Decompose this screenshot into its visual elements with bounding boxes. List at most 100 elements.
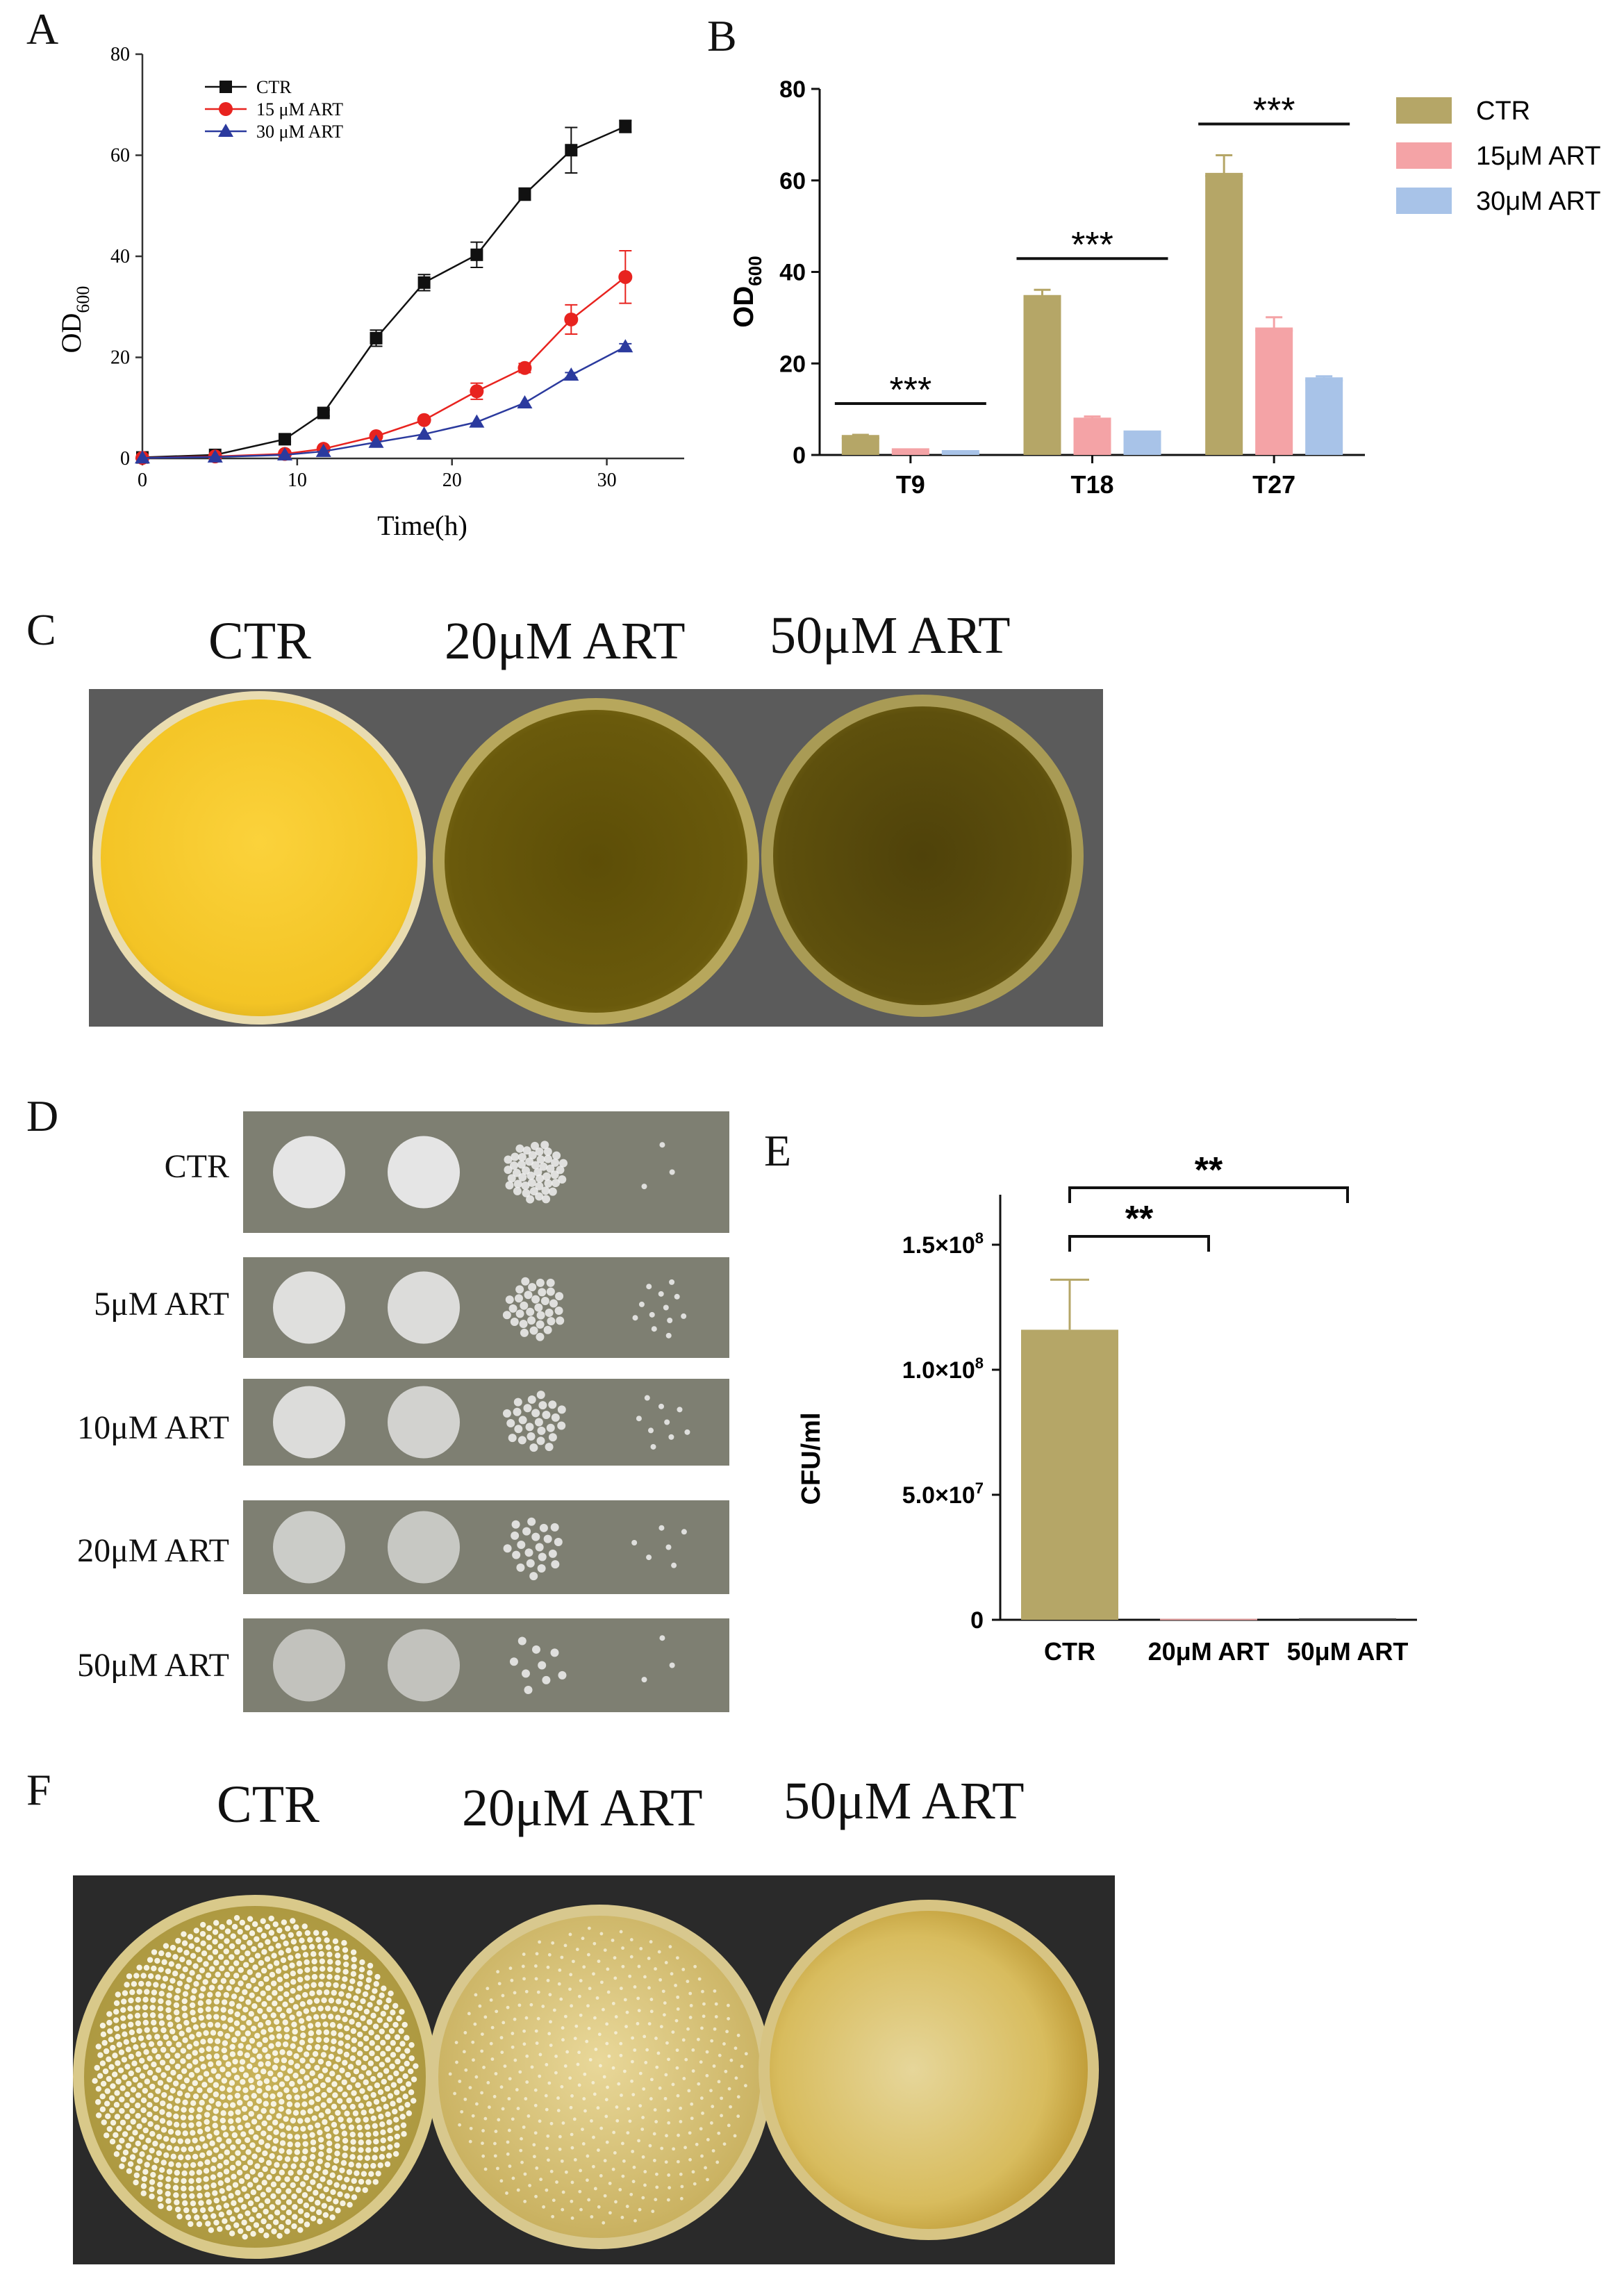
spot-colony-dot xyxy=(558,1159,567,1168)
colony-dot xyxy=(736,2095,740,2099)
colony-dot xyxy=(174,2199,180,2205)
colony-dot xyxy=(119,2107,125,2114)
colony-dot xyxy=(329,2022,336,2028)
colony-dot xyxy=(520,2160,524,2164)
colony-dot xyxy=(181,2068,188,2074)
colony-dot xyxy=(647,1986,651,1990)
colony-dot xyxy=(277,1995,283,2002)
colony-dot xyxy=(362,2187,368,2194)
chart-b-bar xyxy=(841,437,879,455)
chart-b-x-tick-label: T9 xyxy=(896,470,925,499)
colony-dot xyxy=(374,1973,381,1980)
colony-dot xyxy=(144,1989,150,1995)
colony-dot xyxy=(124,2064,131,2070)
colony-dot xyxy=(396,2097,402,2103)
colony-dot xyxy=(217,2030,224,2037)
colony-dot xyxy=(542,2205,545,2209)
colony-dot xyxy=(744,2052,748,2056)
colony-dot xyxy=(179,2030,185,2037)
colony-dot xyxy=(350,2028,357,2034)
chart-a-legend-marker xyxy=(219,102,233,116)
colony-dot xyxy=(291,2194,297,2200)
colony-dot xyxy=(290,1918,296,1924)
colony-dot xyxy=(184,1984,190,1990)
colony-dot xyxy=(163,2034,169,2040)
colony-dot xyxy=(147,2111,153,2118)
colony-dot xyxy=(317,2058,324,2065)
colony-dot xyxy=(342,1961,349,1968)
colony-dot xyxy=(283,2116,289,2122)
colony-dot xyxy=(224,2149,230,2155)
colony-dot xyxy=(283,1982,290,1988)
colony-dot xyxy=(213,2006,219,2012)
colony-dot xyxy=(524,1989,529,1993)
colony-dot xyxy=(132,2130,138,2136)
colony-dot xyxy=(283,2034,290,2040)
colony-dot xyxy=(253,2016,260,2022)
colony-dot xyxy=(674,2018,679,2023)
spot-colony-dot xyxy=(649,1311,655,1318)
colony-dot xyxy=(383,2103,389,2110)
colony-dot xyxy=(282,2041,289,2048)
colony-dot xyxy=(331,1989,337,1996)
colony-dot xyxy=(147,2055,153,2062)
colony-dot xyxy=(530,2065,534,2069)
colony-dot xyxy=(286,2007,292,2014)
colony-dot xyxy=(492,2095,497,2098)
colony-dot xyxy=(263,2208,269,2215)
colony-dot xyxy=(106,2011,113,2017)
spot-colony-dot xyxy=(505,1181,514,1190)
colony-dot xyxy=(136,1964,142,1971)
colony-dot xyxy=(299,2057,306,2064)
colony-dot xyxy=(251,2207,258,2213)
colony-dot xyxy=(545,2107,549,2112)
colony-dot xyxy=(546,1965,550,1969)
colony-dot xyxy=(160,2046,167,2053)
colony-dot xyxy=(257,2007,263,2014)
colony-dot xyxy=(311,1966,318,1973)
colony-dot xyxy=(213,2014,219,2020)
colony-dot xyxy=(360,2015,366,2021)
colony-dot xyxy=(463,2097,467,2101)
colony-dot xyxy=(579,2207,583,2212)
colony-dot xyxy=(605,2041,609,2046)
colony-dot xyxy=(207,1955,214,1961)
colony-dot xyxy=(197,2087,203,2094)
colony-dot xyxy=(292,2204,298,2210)
colony-dot xyxy=(120,2156,127,2162)
colony-dot xyxy=(333,2157,340,2164)
colony-dot xyxy=(489,1998,493,2002)
colony-dot xyxy=(370,2162,376,2169)
colony-dot xyxy=(262,2037,268,2044)
colony-dot xyxy=(267,2125,273,2132)
spot-colony-dot xyxy=(641,1184,647,1190)
colony-dot xyxy=(250,2230,256,2237)
colony-dot xyxy=(588,2057,593,2062)
colony-dot xyxy=(654,2198,658,2202)
colony-dot xyxy=(676,2094,680,2098)
colony-dot xyxy=(351,2046,357,2053)
colony-dot xyxy=(394,2034,401,2041)
colony-dot xyxy=(348,2162,354,2168)
colony-dot xyxy=(142,2169,149,2175)
colony-dot xyxy=(335,2109,341,2116)
colony-dot xyxy=(355,1988,361,1994)
colony-dot xyxy=(568,2076,572,2080)
colony-dot xyxy=(326,1959,333,1965)
colony-dot xyxy=(323,2029,330,2036)
colony-dot xyxy=(140,2183,147,2189)
colony-dot xyxy=(618,2188,622,2191)
colony-dot xyxy=(324,2005,331,2012)
colony-dot xyxy=(688,1991,693,1996)
colony-dot xyxy=(229,2044,235,2050)
colony-dot xyxy=(499,2179,504,2183)
spot-colony-dot xyxy=(524,1291,533,1300)
colony-dot xyxy=(606,1990,611,1994)
colony-dot xyxy=(240,2203,247,2210)
colony-dot xyxy=(163,1943,169,1949)
panel-label-c: C xyxy=(26,605,56,654)
chart-b-x-tick-label: T18 xyxy=(1070,470,1113,499)
colony-dot xyxy=(301,1923,308,1930)
colony-dot xyxy=(145,1981,151,1987)
spot-colony-dot xyxy=(517,1636,527,1645)
